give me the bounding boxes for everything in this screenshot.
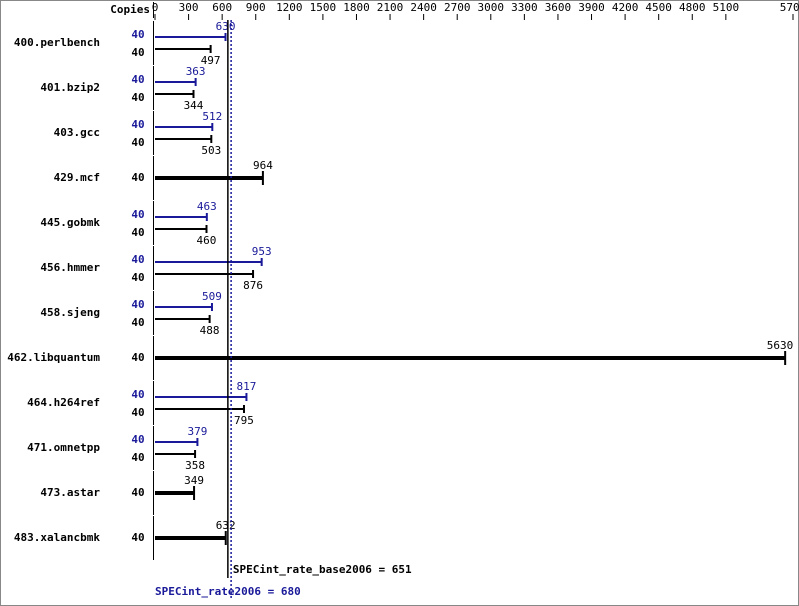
x-tick-label: 3900: [578, 1, 605, 14]
copies-label: 40: [131, 226, 144, 239]
category-label: 464.h264ref: [27, 396, 100, 409]
x-tick-label: 3600: [545, 1, 572, 14]
reference-label: SPECint_rate_base2006 = 651: [233, 563, 412, 576]
x-tick-label: 900: [246, 1, 266, 14]
value-label: 488: [200, 324, 220, 337]
copies-label: 40: [131, 136, 144, 149]
x-tick-label: 2100: [377, 1, 404, 14]
category-label: 456.hmmer: [40, 261, 100, 274]
x-tick-label: 0: [152, 1, 159, 14]
copies-label: 40: [131, 91, 144, 104]
x-tick-label: 1800: [343, 1, 370, 14]
copies-label: 40: [131, 171, 144, 184]
category-label: 483.xalancbmk: [14, 531, 100, 544]
value-label: 379: [187, 425, 207, 438]
x-tick-label: 2700: [444, 1, 471, 14]
value-label: 630: [216, 20, 236, 33]
category-label: 462.libquantum: [7, 351, 100, 364]
value-label: 460: [197, 234, 217, 247]
copies-label: 40: [131, 433, 144, 446]
value-label: 632: [216, 519, 236, 532]
copies-label: 40: [131, 316, 144, 329]
copies-label: 40: [131, 388, 144, 401]
category-label: 400.perlbench: [14, 36, 100, 49]
x-tick-label: 2400: [410, 1, 437, 14]
x-tick-label: 5100: [713, 1, 740, 14]
x-tick-label: 4200: [612, 1, 639, 14]
x-tick-label: 5700: [780, 1, 799, 14]
value-label: 964: [253, 159, 273, 172]
value-label: 5630: [767, 339, 794, 352]
copies-label: 40: [131, 406, 144, 419]
copies-label: 40: [131, 298, 144, 311]
category-label: 458.sjeng: [40, 306, 100, 319]
copies-label: 40: [131, 486, 144, 499]
category-label: 403.gcc: [54, 126, 100, 139]
x-tick-label: 4800: [679, 1, 706, 14]
copies-label: 40: [131, 28, 144, 41]
x-tick-label: 3300: [511, 1, 538, 14]
copies-label: 40: [131, 351, 144, 364]
x-tick-label: 1200: [276, 1, 303, 14]
value-label: 463: [197, 200, 217, 213]
value-label: 795: [234, 414, 254, 427]
value-label: 358: [185, 459, 205, 472]
category-label: 429.mcf: [54, 171, 100, 184]
value-label: 497: [201, 54, 221, 67]
axis-title: Copies: [110, 3, 150, 16]
copies-label: 40: [131, 531, 144, 544]
copies-label: 40: [131, 46, 144, 59]
category-label: 445.gobmk: [40, 216, 100, 229]
x-tick-label: 1500: [310, 1, 337, 14]
category-label: 471.omnetpp: [27, 441, 100, 454]
category-label: 473.astar: [40, 486, 100, 499]
value-label: 817: [237, 380, 257, 393]
value-label: 349: [184, 474, 204, 487]
x-tick-label: 4500: [645, 1, 672, 14]
copies-label: 40: [131, 253, 144, 266]
value-label: 363: [186, 65, 206, 78]
value-label: 509: [202, 290, 222, 303]
copies-label: 40: [131, 208, 144, 221]
copies-label: 40: [131, 73, 144, 86]
value-label: 503: [201, 144, 221, 157]
copies-label: 40: [131, 271, 144, 284]
x-tick-label: 300: [179, 1, 199, 14]
reference-label: SPECint_rate2006 = 680: [155, 585, 301, 598]
copies-label: 40: [131, 118, 144, 131]
value-label: 512: [202, 110, 222, 123]
copies-label: 40: [131, 451, 144, 464]
value-label: 953: [252, 245, 272, 258]
value-label: 344: [184, 99, 204, 112]
x-tick-label: 3000: [478, 1, 505, 14]
value-label: 876: [243, 279, 263, 292]
category-label: 401.bzip2: [40, 81, 100, 94]
x-tick-label: 600: [212, 1, 232, 14]
